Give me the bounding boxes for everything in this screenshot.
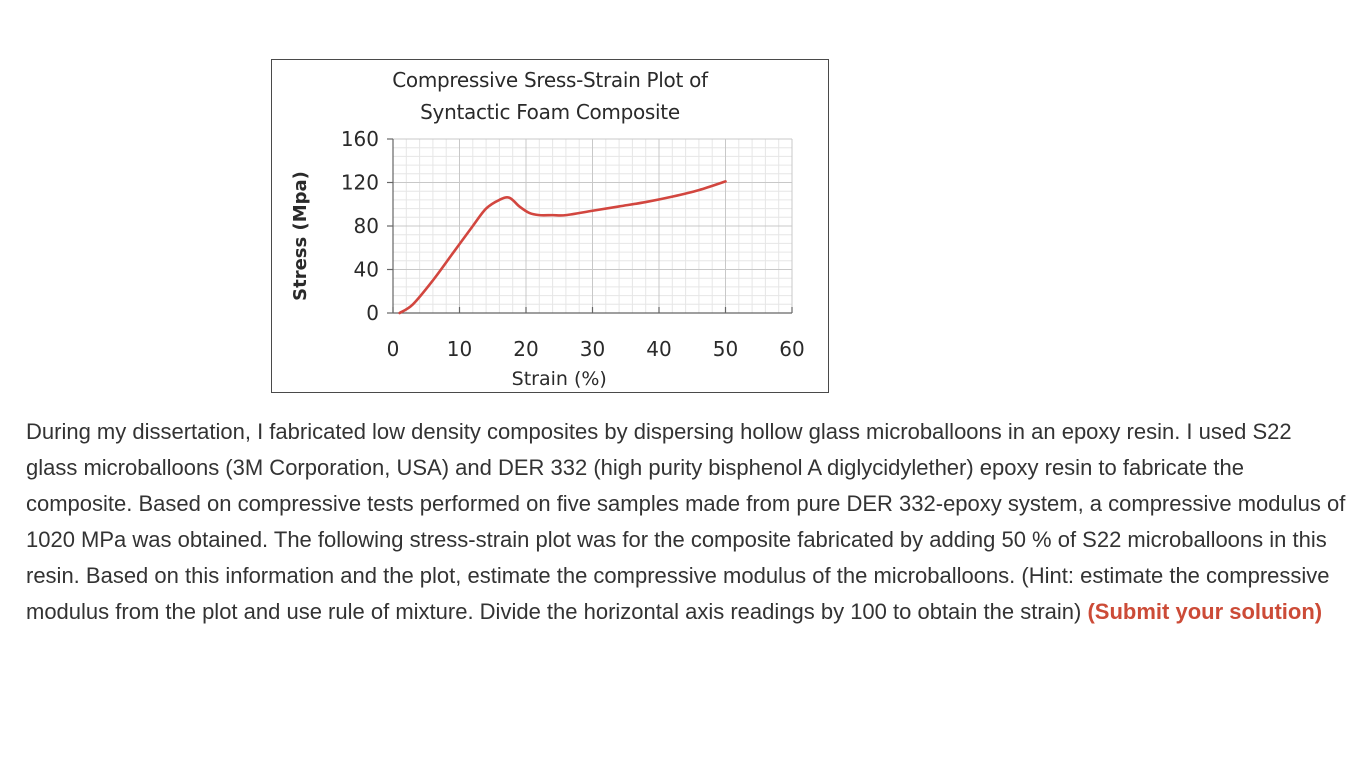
y-tick-label: 0: [366, 301, 379, 325]
x-tick-label: 30: [580, 337, 605, 361]
y-tick-label: 40: [354, 258, 379, 282]
series-line: [398, 180, 727, 315]
x-tick-label: 10: [447, 337, 472, 361]
chart-plot: 0 40 80 120 160 0 10 20 30 40 50 60 Strain (%) Stress…: [290, 127, 805, 390]
x-tick-label: 50: [713, 337, 738, 361]
x-axis-label: Strain (%): [512, 368, 607, 390]
x-tick-label: 40: [646, 337, 671, 361]
question-paragraph: During my dissertation, I fabricated low…: [26, 414, 1346, 630]
question-text: During my dissertation, I fabricated low…: [26, 419, 1346, 624]
y-tick-label: 160: [341, 127, 379, 151]
x-tick-label: 0: [387, 337, 400, 361]
y-axis-label: Stress (Mpa): [290, 171, 311, 301]
y-tick-label: 120: [341, 171, 379, 195]
y-tick-label: 80: [354, 214, 379, 238]
stress-strain-chart: Compressive Sress-Strain Plot of Syntact…: [271, 59, 829, 393]
chart-title-line-2: Syntactic Foam Composite: [420, 100, 680, 124]
x-tick-label: 60: [779, 337, 804, 361]
chart-title-line-1: Compressive Sress-Strain Plot of: [392, 68, 708, 92]
submit-solution-link[interactable]: (Submit your solution): [1087, 599, 1323, 624]
x-tick-label: 20: [513, 337, 538, 361]
